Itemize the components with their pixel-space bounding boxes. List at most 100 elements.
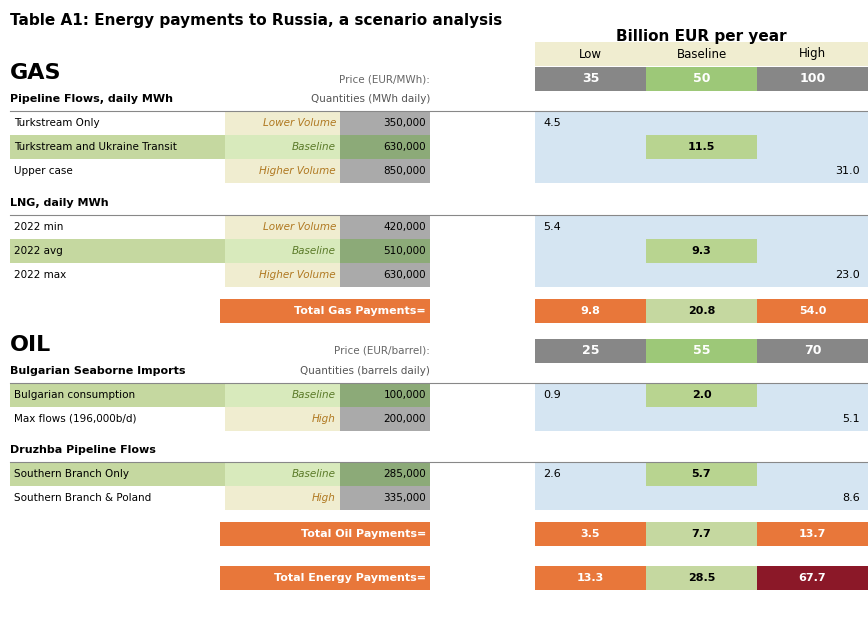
Text: Southern Branch & Poland: Southern Branch & Poland — [14, 493, 151, 503]
Text: 3.5: 3.5 — [581, 529, 601, 540]
Bar — [225, 487, 340, 510]
Text: 23.0: 23.0 — [835, 269, 860, 280]
Bar — [10, 262, 340, 286]
Text: Total Energy Payments=: Total Energy Payments= — [274, 573, 426, 583]
Bar — [225, 215, 340, 239]
Bar — [757, 566, 868, 590]
Bar — [757, 339, 868, 363]
Text: Price (EUR/MWh):: Price (EUR/MWh): — [339, 74, 430, 84]
Text: 54.0: 54.0 — [799, 305, 826, 316]
Text: Baseline: Baseline — [292, 143, 336, 153]
Bar — [340, 487, 430, 510]
Text: Upper case: Upper case — [14, 167, 73, 177]
Text: 31.0: 31.0 — [835, 167, 860, 177]
Bar — [225, 407, 340, 431]
Bar — [340, 462, 430, 487]
Text: 2.0: 2.0 — [692, 390, 711, 400]
Text: High: High — [799, 47, 826, 61]
Bar — [340, 239, 430, 262]
Text: 5.4: 5.4 — [543, 221, 561, 232]
Bar — [646, 239, 757, 262]
Bar — [757, 298, 868, 322]
Bar — [225, 239, 340, 262]
Bar — [335, 522, 430, 546]
Bar — [340, 407, 430, 431]
Bar — [225, 136, 340, 160]
Bar — [535, 339, 646, 363]
Text: 7.7: 7.7 — [692, 529, 712, 540]
Text: 5.1: 5.1 — [842, 414, 860, 424]
Bar — [646, 298, 757, 322]
Bar — [10, 462, 340, 487]
Bar — [535, 239, 868, 262]
Text: 35: 35 — [582, 73, 599, 85]
Text: 510,000: 510,000 — [384, 245, 426, 256]
Bar — [340, 136, 430, 160]
Bar — [535, 160, 868, 184]
Text: 11.5: 11.5 — [687, 143, 715, 153]
Bar — [10, 239, 340, 262]
Bar — [10, 215, 340, 239]
Bar — [10, 160, 340, 184]
Bar — [225, 112, 340, 136]
Text: 9.3: 9.3 — [692, 245, 712, 256]
Text: GAS: GAS — [10, 63, 62, 83]
Bar — [535, 262, 868, 286]
Text: Pipeline Flows, daily MWh: Pipeline Flows, daily MWh — [10, 95, 173, 104]
Bar — [646, 67, 757, 91]
Text: Max flows (196,000b/d): Max flows (196,000b/d) — [14, 414, 136, 424]
Bar — [535, 136, 868, 160]
Text: 8.6: 8.6 — [842, 493, 860, 503]
Text: 13.3: 13.3 — [577, 573, 604, 583]
Text: 630,000: 630,000 — [384, 269, 426, 280]
Bar — [225, 262, 340, 286]
Text: Turkstream and Ukraine Transit: Turkstream and Ukraine Transit — [14, 143, 177, 153]
Text: 20.8: 20.8 — [687, 305, 715, 316]
Bar — [335, 566, 430, 590]
Bar — [225, 383, 340, 407]
Bar — [535, 462, 868, 487]
Bar — [340, 160, 430, 184]
Bar — [535, 42, 646, 66]
Text: 70: 70 — [804, 344, 821, 357]
Text: 285,000: 285,000 — [384, 469, 426, 479]
Text: 850,000: 850,000 — [384, 167, 426, 177]
Bar — [646, 566, 757, 590]
Text: Higher Volume: Higher Volume — [260, 167, 336, 177]
Bar — [220, 298, 340, 322]
Bar — [220, 566, 340, 590]
Text: 55: 55 — [693, 344, 710, 357]
Text: 420,000: 420,000 — [384, 221, 426, 232]
Text: Turkstream Only: Turkstream Only — [14, 119, 100, 128]
Text: Southern Branch Only: Southern Branch Only — [14, 469, 129, 479]
Text: 350,000: 350,000 — [384, 119, 426, 128]
Text: Bulgarian Seaborne Imports: Bulgarian Seaborne Imports — [10, 366, 186, 376]
Text: 100,000: 100,000 — [384, 390, 426, 400]
Bar — [535, 215, 868, 239]
Bar — [535, 298, 646, 322]
Text: 28.5: 28.5 — [687, 573, 715, 583]
Bar — [646, 383, 757, 407]
Bar — [225, 160, 340, 184]
Bar — [646, 42, 757, 66]
Bar — [757, 522, 868, 546]
Text: Baseline: Baseline — [292, 245, 336, 256]
Text: Higher Volume: Higher Volume — [260, 269, 336, 280]
Text: 50: 50 — [693, 73, 710, 85]
Text: 2.6: 2.6 — [543, 469, 561, 479]
Text: 630,000: 630,000 — [384, 143, 426, 153]
Text: 335,000: 335,000 — [384, 493, 426, 503]
Text: Baseline: Baseline — [292, 390, 336, 400]
Bar — [646, 462, 757, 487]
Bar — [340, 383, 430, 407]
Text: Quantities (barrels daily): Quantities (barrels daily) — [300, 366, 430, 376]
Bar — [10, 383, 340, 407]
Text: OIL: OIL — [10, 334, 51, 355]
Text: Price (EUR/barrel):: Price (EUR/barrel): — [334, 346, 430, 356]
Text: High: High — [312, 493, 336, 503]
Text: 5.7: 5.7 — [692, 469, 711, 479]
Bar — [535, 112, 868, 136]
Text: Table A1: Energy payments to Russia, a scenario analysis: Table A1: Energy payments to Russia, a s… — [10, 13, 503, 28]
Text: 2022 max: 2022 max — [14, 269, 66, 280]
Bar — [10, 136, 340, 160]
